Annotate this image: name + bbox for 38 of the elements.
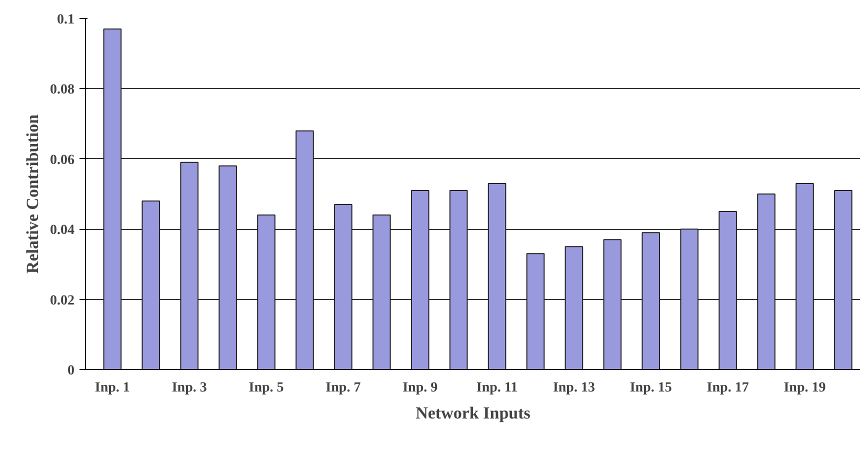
x-tick-label: Inp. 13 (552, 380, 595, 396)
x-tick-label: Inp. 19 (784, 380, 826, 396)
bar (180, 162, 198, 370)
x-axis-title: Network Inputs (416, 404, 531, 422)
y-tick-label: 0.08 (50, 82, 74, 98)
bar (642, 232, 660, 370)
y-tick-label: 0.04 (50, 223, 74, 238)
x-tick-label: Inp. 9 (402, 380, 438, 396)
x-tick-label: Inp. 7 (326, 380, 361, 396)
bar (757, 194, 776, 370)
bar (834, 190, 852, 370)
bar (334, 204, 352, 370)
bar (372, 214, 391, 370)
bar (296, 130, 314, 370)
x-tick-label: Inp. 17 (706, 380, 749, 396)
bar (257, 214, 276, 370)
bar (410, 190, 430, 370)
y-tick-label: 0 (68, 364, 74, 378)
bar (796, 182, 814, 370)
y-axis-title: Relative Contribution (23, 114, 42, 274)
bar (449, 190, 468, 370)
x-tick-label: Inp. 1 (94, 380, 130, 396)
y-tick-label: 0.06 (50, 152, 74, 168)
bar (526, 253, 545, 370)
bar (564, 246, 584, 370)
bar (142, 200, 160, 370)
y-tick-label: 0.1 (57, 12, 74, 28)
x-tick-label: Inp. 3 (172, 380, 207, 396)
x-tick-label: Inp. 15 (630, 380, 672, 396)
bar (488, 182, 506, 370)
x-tick-label: Inp. 11 (476, 380, 518, 396)
bar (680, 228, 698, 370)
x-tick-label: Inp. 5 (248, 380, 284, 396)
bar (718, 211, 737, 370)
bar (218, 165, 237, 370)
bar (103, 28, 122, 370)
bar (603, 239, 622, 370)
y-tick-label: 0.02 (50, 293, 74, 308)
